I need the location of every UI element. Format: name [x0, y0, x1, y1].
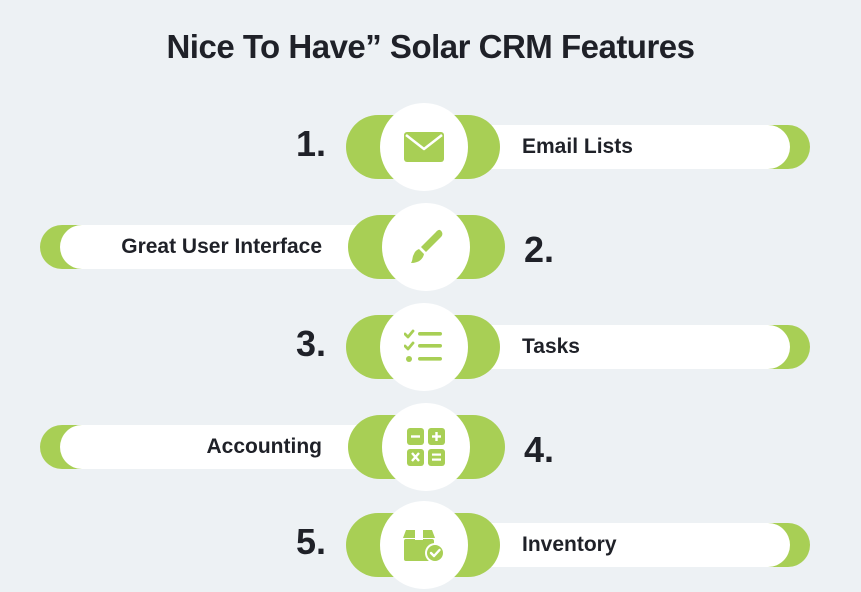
feature-item-accounting: Accounting 4. [0, 401, 861, 493]
feature-label: Email Lists [522, 135, 633, 158]
feature-number: 5. [296, 521, 327, 562]
paintbrush-icon [411, 229, 443, 263]
feature-number: 4. [524, 429, 555, 470]
page-title: Nice To Have” Solar CRM Features [166, 28, 695, 65]
icon-circle [380, 501, 468, 589]
icon-circle [382, 203, 470, 291]
icon-circle [380, 303, 468, 391]
feature-item-tasks: Tasks 3. [0, 301, 861, 393]
envelope-icon [404, 132, 444, 162]
icon-circle [380, 103, 468, 191]
feature-label: Accounting [206, 435, 323, 458]
feature-label-pill: Great User Interface [60, 225, 390, 269]
feature-label-pill: Inventory [460, 523, 790, 567]
feature-label-pill: Accounting [60, 425, 390, 469]
icon-circle [382, 403, 470, 491]
feature-item-inventory: Inventory 5. [0, 499, 861, 591]
feature-label: Tasks [522, 335, 580, 358]
calculator-icon [407, 428, 445, 466]
feature-label-pill: Email Lists [460, 125, 790, 169]
feature-item-great-user-interface: Great User Interface 2. [0, 201, 861, 293]
checklist-icon [404, 329, 442, 362]
feature-item-email-lists: Email Lists 1. [0, 101, 861, 193]
feature-number: 3. [296, 323, 327, 364]
feature-label-pill: Tasks [460, 325, 790, 369]
feature-label: Great User Interface [121, 235, 322, 258]
inventory-box-icon [403, 530, 445, 563]
feature-number: 1. [296, 123, 327, 164]
feature-label: Inventory [522, 533, 617, 556]
feature-number: 2. [524, 229, 555, 270]
